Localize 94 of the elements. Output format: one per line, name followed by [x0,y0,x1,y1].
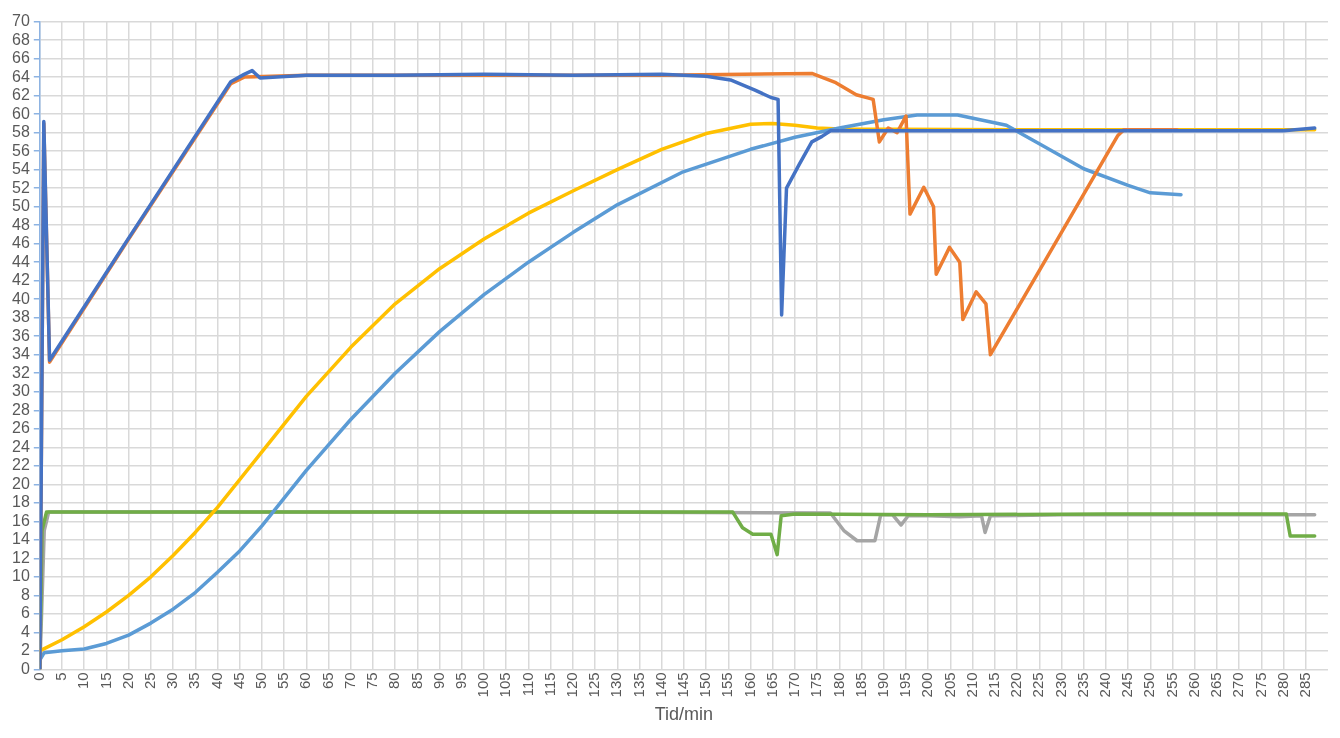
x-tick-label: 105 [496,672,514,698]
x-axis-title: Tid/min [654,704,714,725]
x-tick-label: 10 [74,672,92,690]
x-tick-label: 5 [52,672,70,681]
y-tick-label: 14 [12,530,30,548]
x-tick-label: 35 [185,672,203,690]
y-tick-label: 30 [12,382,30,400]
x-tick-label: 270 [1229,672,1247,698]
y-tick-label: 56 [12,141,30,159]
x-tick-label: 30 [163,672,181,690]
y-tick-label: 28 [12,400,30,418]
x-tick-label: 95 [451,672,469,690]
y-tick-label: 44 [12,252,30,270]
y-tick-label: 60 [12,104,30,122]
x-tick-label: 195 [896,672,914,698]
x-tick-label: 220 [1007,672,1025,698]
x-tick-label: 275 [1251,672,1269,698]
x-tick-label: 240 [1096,672,1114,698]
x-tick-label: 120 [562,672,580,698]
x-tick-label: 210 [962,672,980,698]
x-tick-label: 85 [407,672,425,690]
x-tick-label: 170 [785,672,803,698]
x-tick-label: 145 [674,672,692,698]
x-tick-label: 245 [1118,672,1136,698]
x-tick-label: 90 [429,672,447,690]
x-tick-label: 255 [1162,672,1180,698]
y-tick-label: 66 [12,49,30,67]
y-tick-label: 70 [12,12,30,30]
y-tick-label: 42 [12,271,30,289]
y-tick-label: 64 [12,67,30,85]
y-tick-label: 10 [12,567,30,585]
x-tick-label: 125 [585,672,603,698]
x-tick-label: 45 [229,672,247,690]
y-tick-label: 48 [12,215,30,233]
x-tick-label: 215 [984,672,1002,698]
y-tick-label: 18 [12,493,30,511]
y-tick-label: 4 [20,622,30,640]
x-tick-label: 230 [1051,672,1069,698]
x-tick-label: 205 [940,672,958,698]
x-tick-label: 285 [1295,672,1313,698]
x-tick-label: 165 [762,672,780,698]
x-tick-label: 200 [918,672,936,698]
x-tick-label: 20 [118,672,136,690]
x-tick-label: 225 [1029,672,1047,698]
x-tick-label: 235 [1073,672,1091,698]
x-tick-label: 40 [207,672,225,690]
y-tick-label: 32 [12,363,30,381]
x-tick-label: 150 [696,672,714,698]
y-tick-label: 54 [12,160,30,178]
x-tick-label: 15 [96,672,114,690]
x-tick-label: 280 [1273,672,1291,698]
y-tick-label: 52 [12,178,30,196]
x-tick-label: 190 [873,672,891,698]
x-tick-label: 50 [252,672,270,690]
x-tick-label: 55 [274,672,292,690]
x-tick-label: 65 [318,672,336,690]
y-tick-label: 2 [20,641,30,659]
x-tick-label: 100 [474,672,492,698]
y-tick-label: 38 [12,308,30,326]
y-tick-label: 26 [12,419,30,437]
x-tick-label: 135 [629,672,647,698]
y-tick-label: 8 [20,585,30,603]
x-tick-label: 180 [829,672,847,698]
y-tick-label: 46 [12,234,30,252]
y-tick-label: 40 [12,289,30,307]
y-tick-label: 22 [12,456,30,474]
x-tick-label: 70 [340,672,358,690]
x-tick-label: 115 [540,672,558,697]
y-tick-label: 36 [12,326,30,344]
y-tick-label: 34 [12,345,30,363]
x-tick-label: 175 [807,672,825,698]
y-tick-label: 20 [12,474,30,492]
x-tick-label: 140 [651,672,669,698]
y-tick-label: 58 [12,123,30,141]
x-tick-label: 80 [385,672,403,690]
y-tick-label: 6 [20,604,30,622]
x-tick-label: 60 [296,672,314,690]
x-tick-label: 110 [518,672,536,697]
x-tick-label: 155 [718,672,736,698]
x-tick-label: 25 [140,672,158,690]
y-tick-label: 62 [12,86,30,104]
x-tick-label: 265 [1207,672,1225,698]
x-tick-label: 250 [1140,672,1158,698]
x-tick-label: 130 [607,672,625,698]
x-tick-label: 160 [740,672,758,698]
x-tick-label: 0 [29,672,47,681]
y-tick-label: 24 [12,437,30,455]
y-tick-label: 12 [12,548,30,566]
x-tick-label: 260 [1184,672,1202,698]
y-tick-label: 68 [12,30,30,48]
y-tick-label: 16 [12,511,30,529]
x-tick-label: 75 [363,672,381,690]
y-tick-label: 50 [12,197,30,215]
x-tick-label: 185 [851,672,869,698]
